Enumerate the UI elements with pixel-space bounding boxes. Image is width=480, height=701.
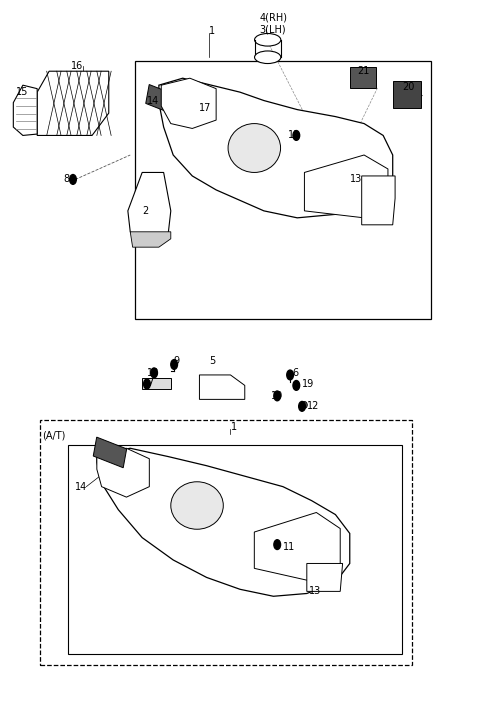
Text: 5: 5 [209,356,215,366]
Polygon shape [159,79,393,218]
Text: 1: 1 [230,422,237,433]
Text: 7: 7 [147,379,153,388]
Bar [68,444,402,654]
Ellipse shape [171,482,223,529]
Circle shape [274,540,281,550]
Text: 16: 16 [71,60,83,71]
Circle shape [293,381,300,390]
Polygon shape [37,72,109,135]
Ellipse shape [228,123,281,172]
Ellipse shape [254,34,281,46]
Bar [93,437,127,468]
Ellipse shape [254,51,281,64]
Text: 4(RH)
3(LH): 4(RH) 3(LH) [259,13,287,34]
Circle shape [274,391,281,401]
Text: 6: 6 [292,368,299,378]
Circle shape [171,360,178,369]
Ellipse shape [301,402,307,409]
Polygon shape [362,176,395,225]
Polygon shape [307,564,343,592]
Text: 1: 1 [209,26,215,36]
Bar [39,421,412,665]
Circle shape [70,175,76,184]
Polygon shape [130,232,171,247]
Polygon shape [142,379,171,389]
Text: 2: 2 [142,206,148,216]
Text: 11: 11 [288,130,300,140]
Text: 11: 11 [283,543,295,552]
Circle shape [144,379,150,389]
Text: 15: 15 [16,87,28,97]
Polygon shape [161,79,216,128]
Text: 13: 13 [350,175,362,184]
Circle shape [299,402,305,411]
Text: 14: 14 [75,482,88,491]
Circle shape [287,370,293,380]
Text: 17: 17 [199,102,212,113]
Bar [350,67,376,88]
Text: 18: 18 [147,368,159,378]
Bar [135,61,431,319]
Circle shape [293,130,300,140]
Polygon shape [128,172,171,246]
Text: 19: 19 [302,379,314,389]
Text: 21: 21 [357,66,369,76]
Polygon shape [13,86,37,135]
Bar [146,85,179,115]
Polygon shape [97,448,350,597]
Bar [393,81,421,107]
Polygon shape [304,155,388,218]
Text: 8: 8 [63,175,70,184]
Text: 10: 10 [271,391,283,401]
Text: 14: 14 [147,95,159,106]
Polygon shape [199,375,245,400]
Polygon shape [254,512,340,583]
Text: 9: 9 [173,356,180,366]
Text: 12: 12 [307,402,319,411]
Text: (A/T): (A/T) [42,430,65,441]
Polygon shape [97,448,149,497]
Text: 20: 20 [402,81,415,92]
Text: 13: 13 [309,587,322,597]
Circle shape [151,368,157,378]
